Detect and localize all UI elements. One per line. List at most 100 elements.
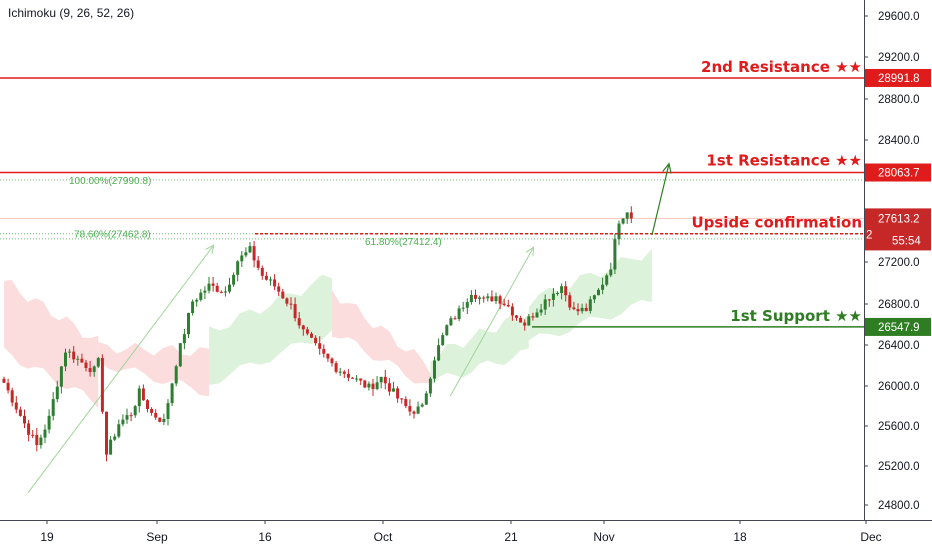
candle bbox=[297, 318, 301, 326]
candle bbox=[273, 279, 277, 287]
resistance-1-badge-text: 28063.7 bbox=[878, 168, 920, 180]
candle bbox=[449, 318, 453, 326]
candle bbox=[490, 296, 494, 302]
guide-arrow-head bbox=[205, 244, 215, 255]
support-1-label: 1st Support ★★ bbox=[730, 307, 862, 325]
time-tick-label: Oct bbox=[374, 530, 393, 544]
candle bbox=[351, 377, 354, 379]
candle bbox=[330, 358, 334, 364]
candle bbox=[27, 423, 31, 435]
candle bbox=[383, 376, 387, 384]
candle bbox=[474, 294, 477, 299]
forecast-arrow-head bbox=[662, 162, 672, 174]
candle bbox=[223, 291, 227, 293]
candle bbox=[141, 388, 145, 401]
candle bbox=[92, 366, 96, 372]
candle bbox=[523, 322, 527, 326]
price-tick-label: 27200.0 bbox=[878, 257, 920, 269]
candle bbox=[39, 437, 43, 446]
price-axis bbox=[864, 0, 932, 550]
candle bbox=[182, 334, 186, 344]
candle bbox=[162, 418, 166, 422]
candle bbox=[617, 223, 621, 240]
cloud-bear bbox=[332, 290, 431, 384]
candle bbox=[560, 286, 564, 293]
candle bbox=[100, 358, 104, 412]
candle bbox=[305, 329, 309, 334]
candle bbox=[129, 415, 133, 417]
candle bbox=[105, 411, 108, 455]
candle bbox=[158, 417, 162, 422]
time-tick-label: 21 bbox=[504, 530, 518, 544]
candle bbox=[621, 218, 625, 224]
candle bbox=[264, 275, 268, 280]
candle bbox=[125, 415, 129, 420]
candle bbox=[367, 383, 371, 388]
resistance-1-badge bbox=[865, 163, 931, 182]
candle bbox=[269, 279, 272, 281]
candle bbox=[232, 274, 236, 285]
support-1-badge bbox=[865, 317, 931, 336]
candle bbox=[113, 436, 117, 440]
candle bbox=[605, 275, 609, 285]
candle bbox=[400, 398, 404, 400]
cloud-bull bbox=[209, 274, 332, 385]
candle bbox=[195, 299, 199, 302]
last-price-badge bbox=[865, 208, 931, 251]
candle bbox=[371, 383, 375, 389]
candle bbox=[363, 380, 367, 388]
candle bbox=[285, 298, 289, 304]
candle bbox=[424, 393, 428, 405]
cloud-bull bbox=[528, 248, 652, 341]
candle bbox=[465, 302, 469, 308]
candle bbox=[576, 309, 580, 312]
candle bbox=[154, 412, 158, 418]
candle bbox=[219, 291, 223, 293]
candle bbox=[580, 307, 584, 312]
upside-confirmation-badge-text: 2 bbox=[866, 230, 872, 242]
candle bbox=[334, 363, 338, 372]
candle bbox=[150, 408, 154, 413]
price-tick-label: 26400.0 bbox=[878, 340, 920, 352]
candle bbox=[433, 360, 436, 379]
cloud-bear bbox=[4, 279, 99, 409]
candle bbox=[260, 267, 264, 276]
candle bbox=[248, 246, 252, 253]
cloud-bear bbox=[98, 341, 209, 397]
candle bbox=[416, 406, 420, 414]
candle bbox=[478, 297, 482, 299]
candle bbox=[252, 246, 256, 261]
candle bbox=[392, 388, 395, 392]
candle bbox=[445, 325, 449, 336]
candle bbox=[277, 286, 281, 292]
candle bbox=[166, 403, 170, 419]
candle bbox=[379, 376, 383, 383]
candle bbox=[301, 325, 305, 330]
candle bbox=[564, 286, 568, 296]
candle bbox=[568, 295, 572, 308]
candle bbox=[244, 252, 248, 256]
candle bbox=[178, 343, 182, 367]
price-tick-label: 26000.0 bbox=[878, 381, 920, 393]
candle bbox=[396, 388, 400, 399]
candle bbox=[535, 312, 539, 318]
candle bbox=[408, 406, 412, 412]
resistance-2-badge bbox=[865, 68, 931, 87]
candle bbox=[215, 285, 219, 292]
candle bbox=[293, 304, 297, 319]
candle bbox=[191, 301, 195, 314]
candle bbox=[318, 343, 322, 349]
candle bbox=[170, 383, 174, 404]
candle bbox=[461, 307, 465, 309]
candle bbox=[420, 404, 424, 407]
candle bbox=[625, 212, 629, 219]
time-tick-label: Dec bbox=[860, 530, 881, 544]
candle bbox=[2, 378, 6, 383]
candle bbox=[199, 292, 203, 300]
candle bbox=[482, 297, 486, 299]
candle bbox=[117, 424, 121, 437]
candle bbox=[486, 296, 490, 299]
indicator-label[interactable]: Ichimoku (9, 26, 52, 26) bbox=[8, 6, 135, 20]
candle bbox=[338, 371, 342, 373]
candle bbox=[355, 378, 359, 380]
